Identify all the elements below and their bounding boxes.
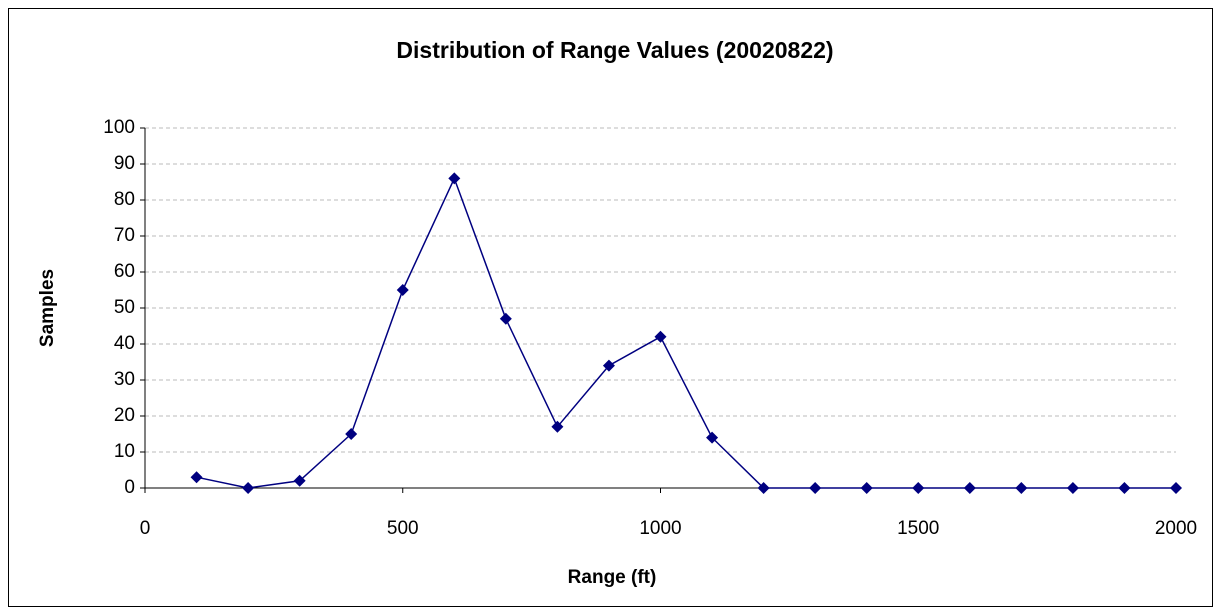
x-tick-label: 2000 bbox=[1155, 518, 1197, 539]
data-marker bbox=[654, 330, 667, 343]
y-axis-label: Samples bbox=[37, 269, 58, 347]
y-tick-label: 20 bbox=[114, 405, 135, 426]
x-tick-label: 1500 bbox=[897, 518, 939, 539]
data-marker bbox=[1118, 482, 1131, 494]
y-tick-label: 10 bbox=[114, 441, 135, 462]
data-marker bbox=[345, 428, 358, 440]
data-marker bbox=[293, 474, 306, 487]
data-marker bbox=[1066, 482, 1079, 494]
data-marker bbox=[448, 172, 461, 185]
data-marker bbox=[190, 471, 203, 484]
data-marker bbox=[963, 482, 976, 494]
y-tick-label: 0 bbox=[124, 477, 135, 498]
data-marker bbox=[1015, 482, 1028, 494]
data-marker bbox=[809, 482, 822, 494]
y-tick-label: 60 bbox=[114, 261, 135, 282]
x-tick-label: 1000 bbox=[639, 518, 681, 539]
data-marker bbox=[551, 420, 564, 433]
x-axis-label: Range (ft) bbox=[568, 567, 657, 588]
x-tick-label: 500 bbox=[387, 518, 419, 539]
y-tick-label: 80 bbox=[114, 189, 135, 210]
data-marker bbox=[757, 482, 770, 494]
data-marker bbox=[1170, 482, 1182, 494]
y-tick-label: 40 bbox=[114, 333, 135, 354]
data-marker bbox=[706, 431, 719, 444]
data-line bbox=[196, 176, 1176, 489]
data-marker bbox=[860, 482, 873, 494]
y-tick-label: 90 bbox=[114, 153, 135, 174]
chart-title: Distribution of Range Values (20020822) bbox=[396, 37, 833, 63]
data-marker bbox=[396, 284, 409, 296]
data-marker bbox=[242, 482, 255, 494]
data-marker bbox=[912, 482, 925, 494]
data-marker bbox=[499, 312, 512, 325]
y-tick-label: 70 bbox=[114, 225, 135, 246]
x-tick-label: 0 bbox=[140, 518, 151, 539]
y-tick-label: 50 bbox=[114, 297, 135, 318]
data-marker bbox=[602, 359, 615, 372]
y-tick-label: 100 bbox=[103, 117, 135, 138]
y-tick-label: 30 bbox=[114, 369, 135, 390]
